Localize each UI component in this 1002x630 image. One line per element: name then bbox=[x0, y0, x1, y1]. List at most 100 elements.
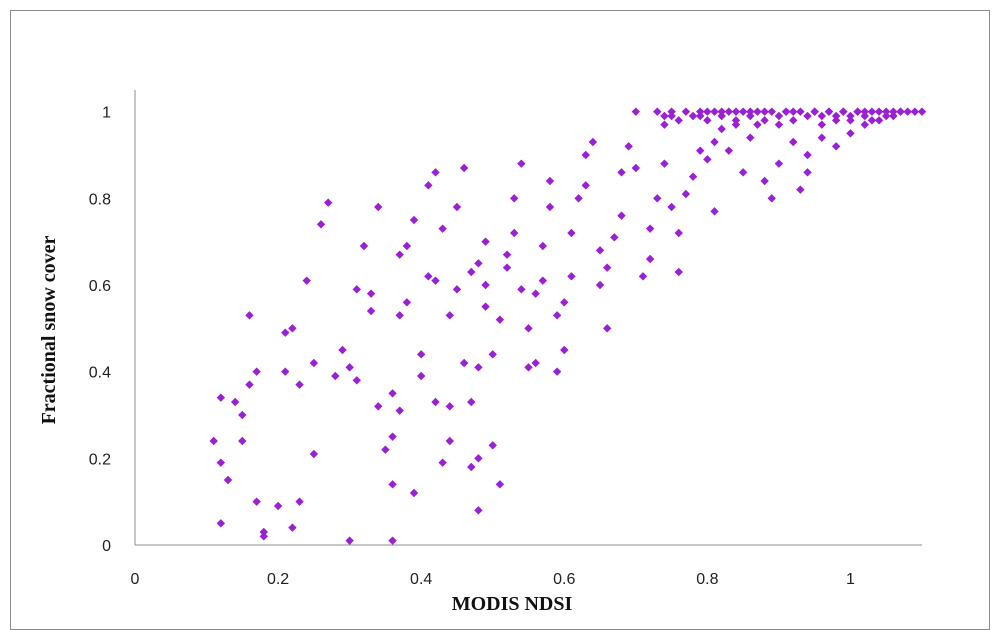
data-point bbox=[860, 120, 869, 129]
data-point bbox=[803, 111, 812, 121]
data-point bbox=[789, 107, 798, 116]
data-point bbox=[696, 107, 705, 116]
data-points bbox=[209, 107, 927, 545]
data-point bbox=[481, 280, 490, 290]
data-point bbox=[388, 389, 397, 398]
data-point bbox=[524, 363, 533, 372]
data-point bbox=[316, 220, 326, 229]
data-point bbox=[345, 363, 354, 372]
data-point bbox=[824, 107, 834, 116]
data-point bbox=[688, 111, 698, 121]
y-axis-title: Fractional snow cover bbox=[38, 235, 60, 424]
data-point bbox=[624, 142, 633, 151]
data-point bbox=[567, 272, 576, 281]
data-point bbox=[731, 120, 741, 129]
data-point bbox=[560, 345, 569, 355]
data-point bbox=[502, 250, 512, 259]
data-point bbox=[323, 198, 333, 207]
data-point bbox=[860, 107, 869, 116]
y-tick-label: 1 bbox=[102, 105, 111, 122]
data-point bbox=[710, 107, 719, 116]
data-point bbox=[459, 163, 469, 173]
data-point bbox=[810, 107, 819, 116]
data-point bbox=[216, 458, 226, 467]
data-point bbox=[703, 155, 712, 164]
data-point bbox=[431, 276, 440, 285]
data-point bbox=[846, 116, 855, 125]
y-tick-label: 0.4 bbox=[89, 365, 111, 382]
data-point bbox=[452, 285, 462, 294]
data-point bbox=[288, 523, 297, 532]
data-point bbox=[660, 120, 669, 129]
data-point bbox=[238, 410, 247, 420]
data-point bbox=[452, 202, 462, 212]
data-point bbox=[445, 402, 454, 411]
data-point bbox=[424, 272, 433, 281]
data-point bbox=[631, 107, 641, 116]
data-point bbox=[552, 311, 562, 320]
axes bbox=[134, 90, 922, 546]
data-point bbox=[359, 241, 369, 251]
data-point bbox=[610, 233, 619, 242]
data-point bbox=[259, 527, 268, 537]
data-point bbox=[710, 207, 719, 216]
data-point bbox=[545, 202, 555, 212]
data-point bbox=[831, 142, 841, 151]
data-point bbox=[431, 397, 440, 407]
data-point bbox=[667, 202, 676, 212]
data-point bbox=[731, 116, 741, 125]
data-point bbox=[738, 107, 748, 116]
data-point bbox=[645, 254, 655, 264]
data-point bbox=[409, 215, 419, 225]
data-point bbox=[831, 116, 841, 125]
data-point bbox=[474, 454, 483, 463]
data-point bbox=[674, 228, 683, 238]
data-point bbox=[760, 107, 769, 116]
data-point bbox=[273, 501, 283, 511]
data-point bbox=[223, 475, 233, 485]
data-point bbox=[509, 228, 519, 238]
data-point bbox=[281, 328, 290, 337]
data-point bbox=[595, 280, 605, 290]
data-point bbox=[517, 285, 526, 294]
data-point bbox=[531, 358, 540, 368]
data-point bbox=[603, 324, 612, 333]
data-point bbox=[724, 107, 734, 116]
data-point bbox=[488, 441, 497, 450]
data-point bbox=[789, 137, 798, 147]
data-point bbox=[474, 259, 483, 268]
data-point bbox=[903, 107, 912, 116]
data-point bbox=[817, 120, 827, 129]
data-point bbox=[545, 176, 555, 186]
data-point bbox=[853, 107, 862, 116]
data-point bbox=[896, 107, 905, 116]
data-point bbox=[753, 120, 762, 129]
data-point bbox=[481, 302, 490, 311]
data-point bbox=[760, 176, 769, 186]
data-point bbox=[374, 402, 383, 411]
data-point bbox=[438, 224, 447, 233]
data-point bbox=[245, 380, 254, 389]
data-point bbox=[552, 367, 562, 376]
x-tick-label: 0 bbox=[131, 571, 140, 588]
data-point bbox=[288, 324, 297, 333]
data-point bbox=[474, 506, 483, 515]
data-point bbox=[252, 367, 261, 376]
data-point bbox=[817, 133, 827, 142]
data-point bbox=[259, 532, 268, 541]
data-point bbox=[309, 449, 319, 459]
data-point bbox=[796, 185, 805, 194]
data-point bbox=[467, 462, 476, 472]
data-point bbox=[631, 163, 641, 173]
data-point bbox=[882, 107, 891, 116]
data-point bbox=[774, 159, 784, 168]
data-point bbox=[538, 276, 548, 285]
data-point bbox=[831, 111, 841, 121]
data-point bbox=[746, 111, 755, 121]
data-point bbox=[882, 111, 891, 121]
x-tick-label: 0.4 bbox=[410, 571, 432, 588]
data-point bbox=[595, 246, 605, 255]
data-point bbox=[474, 363, 483, 372]
data-point bbox=[438, 458, 447, 467]
data-point bbox=[696, 111, 705, 121]
